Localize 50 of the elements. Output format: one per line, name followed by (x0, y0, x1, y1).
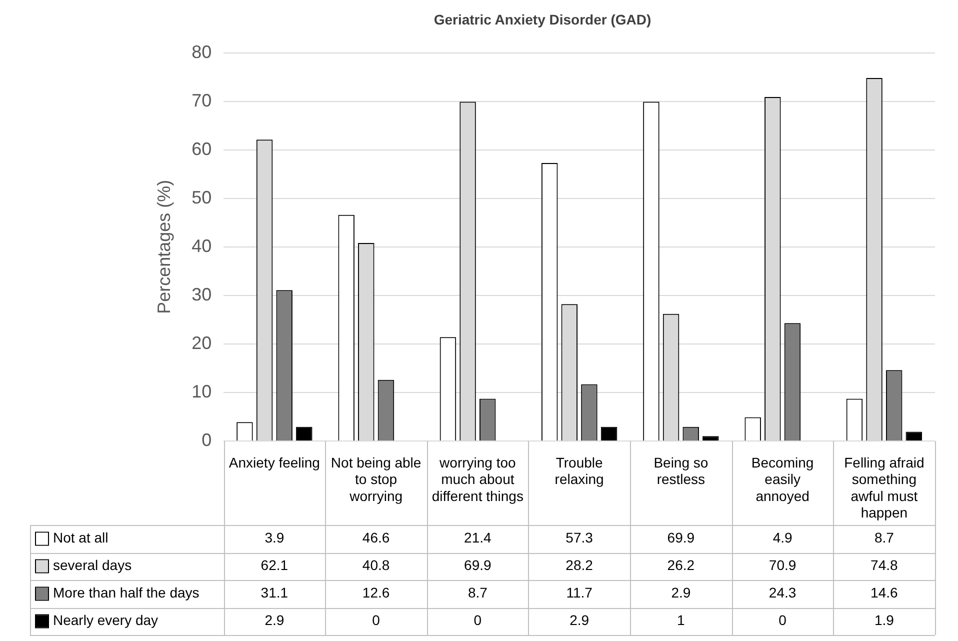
data-label: 62.1 (260, 557, 288, 574)
data-label: 3.9 (264, 530, 284, 546)
data-label: 1.9 (874, 612, 894, 628)
data-label: 0 (474, 612, 482, 628)
y-tick-label: 60 (192, 138, 212, 159)
y-tick-label: 70 (192, 90, 212, 110)
data-label: 69.9 (667, 530, 695, 546)
data-label: 0 (372, 612, 380, 628)
legend-label: Not at all (53, 530, 108, 546)
x-tick-label: Trouble relaxing (554, 454, 604, 488)
y-axis-title: Percentages (%) (154, 180, 174, 314)
data-label: 8.7 (468, 584, 488, 601)
y-tick-label: 80 (192, 42, 212, 62)
y-tick-label: 10 (192, 381, 212, 402)
x-tick-label: Felling afraid something awful must happen (844, 454, 924, 521)
data-label: 24.3 (768, 584, 796, 601)
data-label: 11.7 (566, 584, 593, 601)
y-tick-label: 20 (192, 332, 212, 353)
data-label: 21.4 (464, 530, 492, 546)
data-label: 2.9 (570, 612, 590, 628)
legend-label: More than half the days (53, 584, 200, 601)
y-tick-label: 0 (202, 430, 212, 450)
data-label: 8.7 (874, 530, 894, 546)
data-label: 1 (677, 612, 686, 628)
data-label: 28.2 (566, 557, 594, 574)
data-label: 26.2 (667, 557, 695, 574)
y-tick-label: 50 (192, 187, 212, 208)
x-tick-label: Not being able to stop worrying (330, 454, 422, 504)
legend-label: several days (53, 557, 132, 574)
data-label: 14.6 (870, 584, 898, 601)
data-label: 40.8 (362, 557, 390, 574)
data-label: 74.8 (870, 557, 898, 574)
chart-title: Geriatric Anxiety Disorder (GAD) (434, 11, 652, 28)
data-label: 31.1 (260, 584, 288, 601)
data-label: 12.6 (362, 584, 390, 601)
data-label: 0 (778, 612, 787, 628)
x-tick-label: worrying too much about different things (432, 454, 524, 504)
data-label: 69.9 (464, 557, 492, 574)
y-tick-label: 40 (192, 236, 212, 256)
data-label: 57.3 (566, 530, 594, 546)
data-label: 2.9 (671, 584, 691, 601)
x-tick-label: Being so restless (654, 454, 708, 488)
legend-label: Nearly every day (53, 612, 158, 628)
x-tick-label: Anxiety feeling (228, 454, 320, 470)
x-tick-label: Becoming easily annoyed (751, 454, 814, 504)
y-tick-label: 30 (192, 284, 212, 304)
data-label: 2.9 (264, 612, 284, 628)
data-label: 46.6 (362, 530, 390, 546)
data-label: 4.9 (772, 530, 793, 546)
data-label: 70.9 (768, 557, 796, 574)
